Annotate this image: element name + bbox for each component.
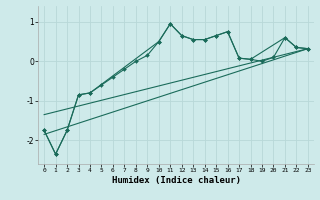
X-axis label: Humidex (Indice chaleur): Humidex (Indice chaleur) (111, 176, 241, 185)
